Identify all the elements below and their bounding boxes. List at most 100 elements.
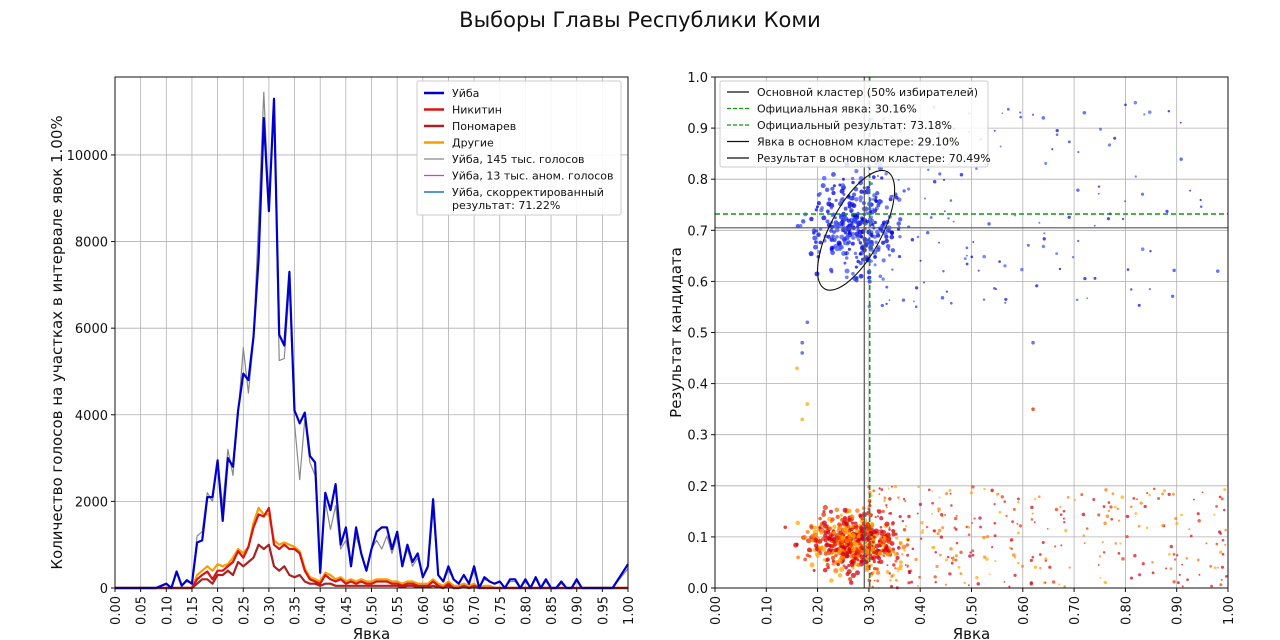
scatter-point xyxy=(840,183,846,188)
scatter-point xyxy=(1139,501,1143,505)
scatter-point xyxy=(891,529,896,534)
scatter-point xyxy=(850,527,854,532)
scatter-point xyxy=(858,541,862,546)
scatter-point xyxy=(1030,518,1034,521)
scatter-point xyxy=(825,219,830,224)
scatter-point xyxy=(1012,507,1016,511)
scatter-point xyxy=(800,340,805,345)
scatter-point xyxy=(844,268,850,274)
scatter-point xyxy=(829,228,834,233)
scatter-point xyxy=(821,175,827,181)
scatter-point xyxy=(899,560,903,565)
scatter-point xyxy=(907,514,911,519)
scatter-point xyxy=(953,526,957,530)
legend-label: Уйба xyxy=(452,87,479,100)
scatter-point xyxy=(827,543,832,548)
scatter-point xyxy=(1019,116,1022,119)
scatter-point xyxy=(834,227,840,233)
scatter-point xyxy=(1209,564,1213,568)
scatter-point xyxy=(889,230,895,236)
scatter-point xyxy=(885,504,888,507)
scatter-point xyxy=(833,547,839,553)
scatter-point xyxy=(859,545,864,550)
scatter-point xyxy=(805,529,810,535)
scatter-point xyxy=(889,234,895,240)
scatter-point xyxy=(1054,507,1059,512)
scatter-point xyxy=(887,533,891,537)
scatter-point xyxy=(1224,528,1227,532)
scatter-point xyxy=(867,201,873,207)
scatter-point xyxy=(1125,514,1130,519)
scatter-point xyxy=(965,246,969,250)
scatter-point xyxy=(844,553,850,559)
scatter-point xyxy=(851,271,855,276)
scatter-point xyxy=(1010,547,1013,550)
scatter-point xyxy=(998,510,1002,514)
scatter-point xyxy=(822,504,828,510)
scatter-point xyxy=(898,235,902,239)
scatter-point xyxy=(1085,527,1089,530)
scatter-point xyxy=(875,190,880,196)
scatter-point xyxy=(991,545,994,549)
scatter-point xyxy=(879,529,884,534)
scatter-point xyxy=(1109,505,1113,509)
scatter-point xyxy=(1189,534,1193,538)
scatter-point xyxy=(851,235,856,240)
scatter-point xyxy=(850,176,855,181)
scatter-point xyxy=(854,529,859,533)
scatter-point xyxy=(917,485,921,489)
x-tick-label: 0.00 xyxy=(109,596,124,625)
scatter-point xyxy=(965,262,969,266)
scatter-point xyxy=(847,201,852,206)
scatter-point xyxy=(858,252,862,256)
scatter-point xyxy=(1029,582,1033,586)
scatter-point xyxy=(1019,111,1022,114)
scatter-point xyxy=(840,551,846,557)
scatter-point xyxy=(885,243,891,249)
scatter-point xyxy=(1215,505,1218,508)
scatter-point xyxy=(874,551,879,555)
scatter-point xyxy=(904,500,907,503)
scatter-point xyxy=(858,241,863,245)
scatter-point xyxy=(1004,297,1008,301)
scatter-point xyxy=(835,533,839,537)
scatter-point xyxy=(1048,565,1052,569)
scatter-point xyxy=(969,551,972,554)
scatter-point xyxy=(1075,298,1079,302)
scatter-point xyxy=(1162,489,1167,493)
scatter-point xyxy=(942,269,945,273)
scatter-point xyxy=(839,566,845,572)
scatter-point xyxy=(880,200,884,204)
scatter-point xyxy=(837,573,843,578)
scatter-point xyxy=(832,230,836,234)
scatter-point xyxy=(876,556,882,561)
scatter-point xyxy=(1081,512,1086,517)
x-tick-label: 0.40 xyxy=(914,596,929,625)
scatter-point xyxy=(848,197,853,201)
scatter-point xyxy=(1008,585,1011,588)
scatter-point xyxy=(859,199,863,203)
scatter-point xyxy=(842,507,848,513)
scatter-point xyxy=(874,195,878,199)
scatter-point xyxy=(856,563,861,567)
scatter-point xyxy=(809,525,814,530)
scatter-point xyxy=(872,175,876,179)
scatter-point xyxy=(982,254,987,259)
scatter-point xyxy=(831,543,836,549)
legend-label: Пономарев xyxy=(452,120,516,133)
scatter-point xyxy=(890,574,894,578)
scatter-point xyxy=(849,562,855,568)
scatter-point xyxy=(875,533,879,537)
scatter-point xyxy=(904,564,907,566)
scatter-point xyxy=(1124,200,1126,203)
scatter-point xyxy=(908,572,911,575)
scatter-point xyxy=(1141,562,1145,566)
x-tick-label: 0.75 xyxy=(494,596,509,625)
scatter-point xyxy=(1216,566,1219,569)
scatter-point xyxy=(895,555,900,560)
scatter-point xyxy=(1117,551,1121,555)
scatter-point xyxy=(810,538,815,543)
scatter-point xyxy=(1126,268,1130,271)
scatter-point xyxy=(967,533,971,537)
